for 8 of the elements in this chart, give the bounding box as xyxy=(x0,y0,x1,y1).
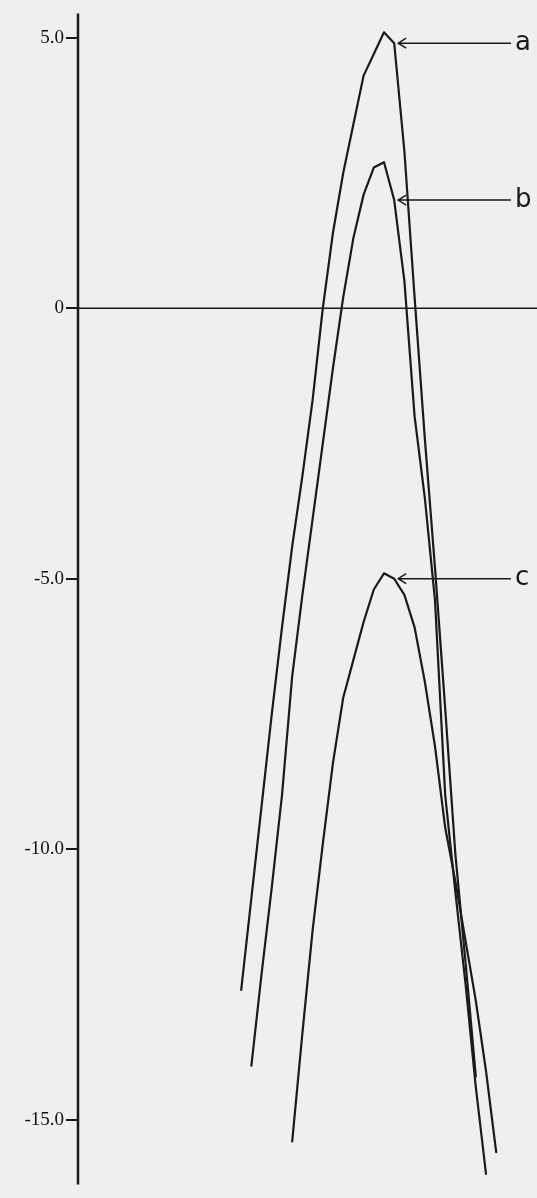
legend-label: b xyxy=(515,182,532,213)
y-tick-label: 0 xyxy=(54,296,64,318)
y-tick-label: -5.0 xyxy=(33,566,64,588)
y-tick-label: -10.0 xyxy=(24,837,64,859)
y-tick-label: 5.0 xyxy=(40,25,64,47)
legend-label: c xyxy=(515,561,530,592)
y-tick-label: -15.0 xyxy=(24,1107,64,1129)
legend-label: a xyxy=(515,25,531,56)
